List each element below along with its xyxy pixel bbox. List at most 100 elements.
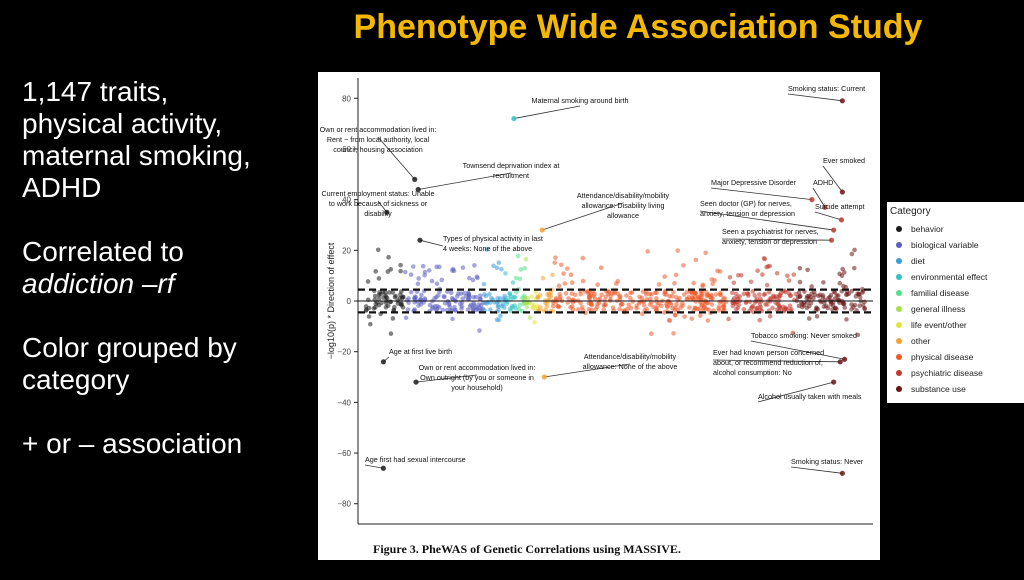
data-point xyxy=(712,278,717,283)
data-point xyxy=(693,257,699,263)
data-point xyxy=(434,264,439,270)
legend-swatch xyxy=(896,354,902,360)
data-point xyxy=(556,283,562,289)
data-point xyxy=(626,302,632,307)
data-point xyxy=(385,303,391,309)
data-point xyxy=(808,294,813,300)
data-point xyxy=(510,280,516,285)
data-point xyxy=(366,314,372,319)
point-label: Ever had known person concerned about, or… xyxy=(713,348,824,377)
data-point xyxy=(806,316,812,321)
data-point xyxy=(610,291,615,296)
labeled-point xyxy=(839,189,845,195)
data-point xyxy=(422,269,428,275)
data-point xyxy=(451,268,457,274)
point-label: Attendance/disability/mobility allowance:… xyxy=(577,191,670,220)
legend-label: psychiatric disease xyxy=(911,368,983,378)
data-point xyxy=(757,302,763,308)
data-point xyxy=(453,308,458,313)
data-point xyxy=(840,266,845,272)
data-point xyxy=(406,300,411,306)
data-point xyxy=(504,301,509,307)
labeled-point xyxy=(831,227,837,233)
data-point xyxy=(760,272,765,277)
annotation-leader xyxy=(364,464,384,469)
labeled-point xyxy=(809,197,815,203)
data-point xyxy=(805,267,810,273)
data-point xyxy=(791,272,797,277)
data-point xyxy=(856,291,862,297)
figure-caption: Figure 3. PheWAS of Genetic Correlations… xyxy=(373,542,681,556)
data-point xyxy=(686,294,692,300)
data-point xyxy=(841,301,846,307)
labeled-point xyxy=(417,237,423,243)
data-point xyxy=(738,272,744,278)
labeled-point xyxy=(831,379,837,385)
data-point xyxy=(503,271,508,276)
data-point xyxy=(664,303,670,309)
labeled-point xyxy=(413,379,419,385)
labeled-point xyxy=(838,217,845,223)
legend-label: general illness xyxy=(911,304,966,314)
data-point xyxy=(806,303,812,309)
data-point xyxy=(776,302,781,307)
data-point xyxy=(673,272,679,278)
data-point xyxy=(825,305,831,311)
data-point xyxy=(398,301,404,307)
data-point xyxy=(644,306,650,312)
labeled-point xyxy=(828,237,835,243)
data-point xyxy=(527,315,533,320)
data-point xyxy=(651,304,656,310)
data-point xyxy=(841,283,846,289)
data-point xyxy=(478,296,483,302)
data-point xyxy=(472,263,477,268)
y-tick-label: 40 xyxy=(342,196,351,205)
data-point xyxy=(401,294,406,300)
data-point xyxy=(375,247,381,253)
legend-label: physical disease xyxy=(911,352,974,362)
annotation-leader xyxy=(418,172,512,190)
data-point xyxy=(496,260,502,265)
bullet-line: Color grouped by xyxy=(22,332,237,363)
bullet-line: + or – association xyxy=(22,428,243,459)
data-point xyxy=(529,294,535,299)
data-point xyxy=(381,295,386,301)
data-point xyxy=(450,316,455,322)
data-point xyxy=(656,282,662,287)
data-point xyxy=(376,292,382,298)
data-point xyxy=(368,321,373,327)
data-point xyxy=(675,248,681,253)
point-label: Ever smoked xyxy=(823,156,865,165)
bullet-line: 1,147 traits, xyxy=(22,76,169,107)
data-point xyxy=(546,291,552,297)
data-point xyxy=(494,265,500,271)
data-point xyxy=(704,300,710,306)
legend-item: familial disease xyxy=(890,285,1020,301)
data-point xyxy=(645,249,651,254)
y-tick-label: −40 xyxy=(337,398,351,407)
data-point xyxy=(442,294,447,300)
data-point xyxy=(675,297,681,303)
data-point xyxy=(522,296,528,301)
data-point xyxy=(430,306,435,311)
data-point xyxy=(589,307,594,313)
data-point xyxy=(799,304,805,310)
data-point xyxy=(500,301,506,307)
data-point xyxy=(562,281,568,286)
data-point xyxy=(514,290,519,295)
data-point xyxy=(398,262,403,268)
data-point xyxy=(748,279,754,285)
data-point xyxy=(460,296,465,301)
data-point xyxy=(765,264,771,269)
data-point xyxy=(460,265,466,270)
data-point xyxy=(429,278,435,284)
data-point xyxy=(488,307,493,312)
legend-item: biological variable xyxy=(890,237,1020,253)
data-point xyxy=(447,304,453,310)
data-point xyxy=(446,301,452,306)
data-point xyxy=(412,307,418,312)
annotation-leader xyxy=(812,187,826,208)
data-point xyxy=(475,275,480,281)
bullet-line: Correlated to xyxy=(22,236,184,267)
point-label: Age first had sexual intercourse xyxy=(365,455,466,464)
